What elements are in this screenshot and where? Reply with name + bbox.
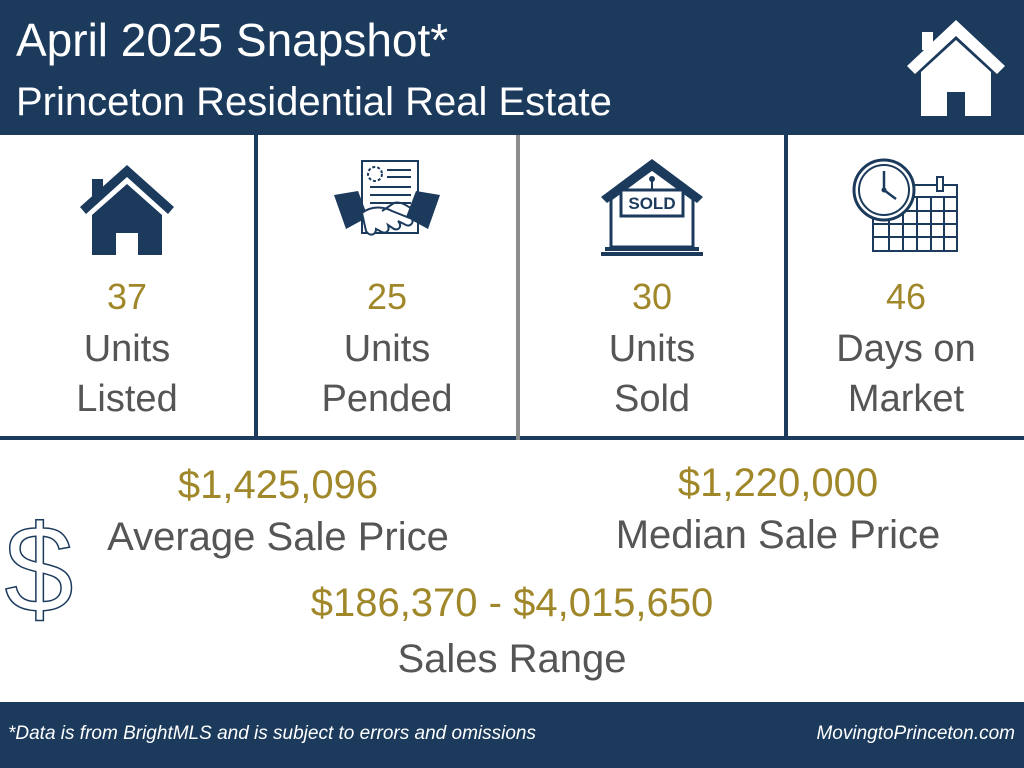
stat-label: Days on	[836, 328, 976, 370]
median-price-block: $1,220,000 Median Sale Price	[580, 460, 976, 560]
stats-row: 37 Units Listed 25 Units Pended S	[0, 135, 1024, 440]
column-divider	[516, 135, 520, 440]
svg-text:$: $	[5, 512, 73, 630]
stat-label: Listed	[76, 378, 178, 420]
column-divider	[254, 135, 258, 440]
median-price-value: $1,220,000	[677, 461, 879, 505]
column-divider	[784, 135, 788, 440]
average-price-label: Average Sale Price	[107, 515, 449, 559]
sales-range-block: $186,370 - $4,015,650 Sales Range	[262, 580, 762, 684]
stat-value: 30	[631, 276, 673, 317]
stat-units-listed: 37 Units Listed	[0, 135, 254, 436]
stat-label: Sold	[613, 378, 691, 420]
stat-label: Units	[83, 328, 171, 370]
stat-value: 46	[885, 276, 927, 317]
footer-banner: *Data is from BrightMLS and is subject t…	[0, 702, 1024, 768]
handshake-contract-icon	[334, 160, 440, 236]
stat-label: Market	[847, 378, 965, 420]
page-subtitle: Princeton Residential Real Estate	[16, 80, 612, 124]
sold-sign-text: SOLD	[628, 194, 675, 213]
stat-units-sold: SOLD 30 Units Sold	[520, 135, 784, 436]
footer-website-link[interactable]: MovingtoPrinceton.com	[816, 723, 1015, 744]
house-icon	[80, 165, 174, 255]
sales-range-value: $186,370 - $4,015,650	[310, 581, 714, 625]
sold-sign-icon: SOLD	[601, 159, 703, 256]
page-title: April 2025 Snapshot*	[16, 14, 449, 66]
price-section: $ $1,425,096 Average Sale Price $1,220,0…	[0, 440, 1024, 702]
sales-range-label: Sales Range	[397, 637, 627, 681]
house-icon	[907, 20, 1005, 116]
header-banner: April 2025 Snapshot* Princeton Residenti…	[0, 0, 1024, 135]
stat-units-pended: 25 Units Pended	[258, 135, 516, 436]
stat-value: 25	[366, 276, 408, 317]
median-price-label: Median Sale Price	[615, 513, 941, 557]
dollar-sign-icon: $	[5, 512, 73, 630]
stat-label: Units	[608, 328, 696, 370]
footer-disclaimer: *Data is from BrightMLS and is subject t…	[8, 723, 536, 744]
stat-days-on-market: 46 Days on Market	[788, 135, 1024, 436]
average-price-value: $1,425,096	[177, 463, 379, 507]
average-price-block: $1,425,096 Average Sale Price	[80, 462, 476, 562]
stat-label: Units	[343, 328, 431, 370]
clock-calendar-icon	[852, 158, 958, 252]
stat-label: Pended	[321, 378, 453, 420]
stat-value: 37	[106, 276, 148, 317]
